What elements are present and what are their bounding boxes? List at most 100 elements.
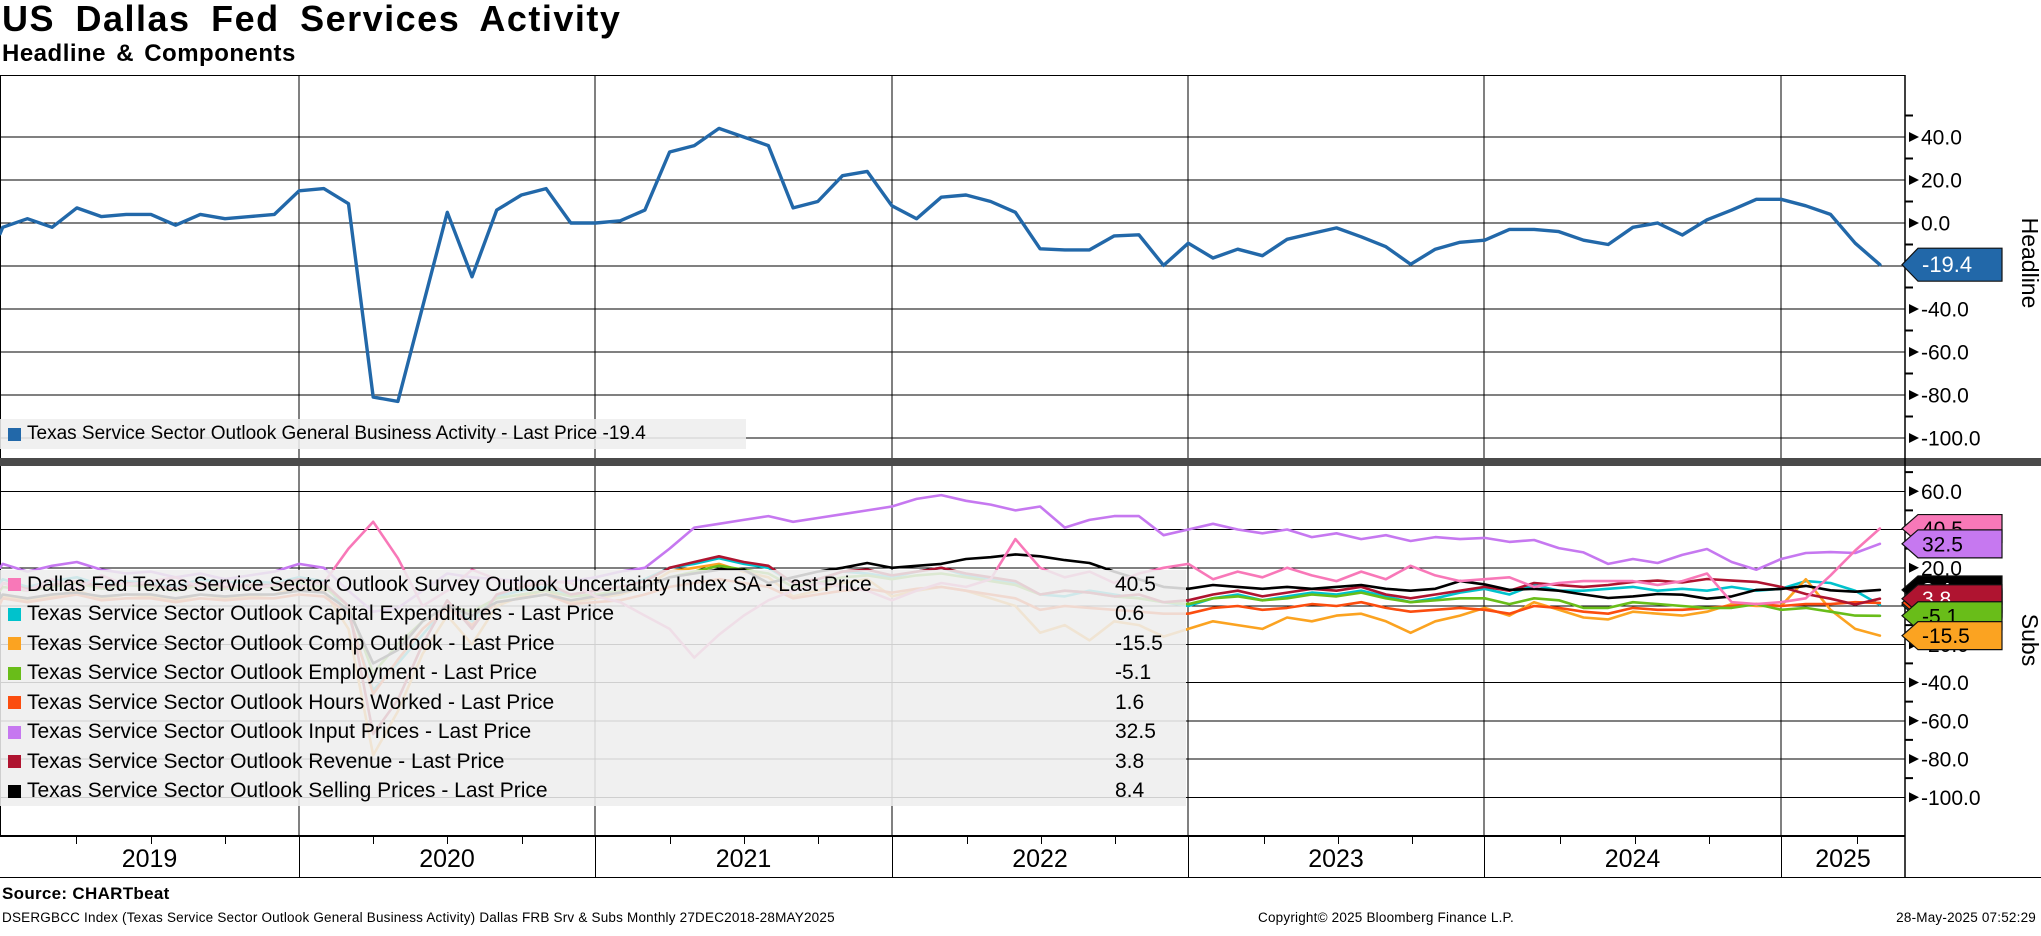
y-tick-label: -40.0	[1921, 672, 1969, 695]
tick-arrow	[1909, 754, 1919, 764]
year-separator	[1484, 836, 1485, 877]
tick-arrow	[1909, 715, 1919, 726]
quarter-tick	[1857, 836, 1858, 844]
legend-row-uncertainty: Dallas Fed Texas Service Sector Outlook …	[0, 570, 1186, 600]
quarter-tick	[522, 836, 523, 844]
tick-arrow	[1909, 792, 1919, 803]
legend-label: Texas Service Sector Outlook Input Price…	[27, 720, 532, 744]
year-separator	[892, 836, 893, 877]
revenue-series-marker	[8, 755, 21, 769]
year-separator	[299, 836, 300, 877]
right-value-axis: 40.020.00.0-20.0-40.0-60.0-80.0-100.060.…	[1901, 75, 2041, 877]
quarter-tick	[373, 836, 374, 844]
y-tick-label: 20.0	[1921, 557, 1962, 580]
legend-row-comp: Texas Service Sector Outlook Comp Outloo…	[0, 629, 1186, 659]
page-subtitle: Headline & Components	[2, 40, 296, 67]
y-tick-label: 60.0	[1921, 481, 1962, 504]
legend-last-price: 3.8	[1115, 749, 1145, 773]
year-separator	[595, 836, 596, 877]
tick-arrow	[1909, 132, 1919, 142]
employment-series-marker	[8, 666, 21, 680]
last-price-badge-text: -15.5	[1922, 625, 1970, 648]
quarter-tick	[1264, 836, 1265, 844]
legend-row-input: Texas Service Sector Outlook Input Price…	[0, 718, 1186, 748]
y-tick-label: 0.0	[1921, 213, 1950, 236]
last-price-badge	[1901, 621, 2003, 651]
quarter-tick	[76, 836, 77, 844]
panel-separator[interactable]	[0, 458, 2041, 466]
legend-label: Texas Service Sector Outlook Comp Outloo…	[27, 631, 555, 655]
legend-last-price: 40.5	[1115, 572, 1156, 596]
security-description: DSERGBCC Index (Texas Service Sector Out…	[2, 910, 835, 925]
year-label: 2025	[1815, 845, 1871, 873]
year-separator	[1188, 836, 1189, 877]
quarter-tick	[1709, 836, 1710, 844]
quarter-tick	[1635, 836, 1636, 844]
timestamp: 28-May-2025 07:52:29	[1896, 910, 2036, 925]
y-tick-label: -80.0	[1921, 385, 1969, 408]
legend-last-price: -15.5	[1115, 631, 1163, 655]
quarter-tick	[1115, 836, 1116, 844]
year-label: 2023	[1308, 845, 1364, 873]
legend-row-revenue: Texas Service Sector Outlook Revenue - L…	[0, 747, 1186, 777]
y-tick-label: -60.0	[1921, 342, 1969, 365]
legend-label: Texas Service Sector Outlook Hours Worke…	[27, 690, 555, 714]
headline-legend-label: Texas Service Sector Outlook General Bus…	[27, 423, 646, 444]
year-label: 2021	[715, 845, 772, 873]
year-label: 2019	[121, 845, 178, 873]
headline-panel-plot[interactable]	[0, 75, 1910, 458]
input-series-marker	[8, 725, 21, 739]
hours-series-marker	[8, 696, 21, 710]
panel-axis-title: Subs	[2017, 614, 2041, 666]
quarter-tick	[225, 836, 226, 844]
quarter-tick	[967, 836, 968, 844]
last-price-badge	[1901, 529, 2003, 559]
tick-arrow	[1909, 175, 1919, 185]
tick-arrow	[1909, 562, 1919, 573]
uncertainty-series-marker	[8, 578, 21, 592]
last-price-badge-text: -19.4	[1922, 252, 1972, 277]
tick-arrow	[1909, 486, 1919, 497]
tick-arrow	[1909, 218, 1919, 228]
capex-series-marker	[8, 607, 21, 621]
legend-label: Texas Service Sector Outlook Capital Exp…	[27, 602, 615, 626]
quarter-tick	[670, 836, 671, 844]
year-label: 2024	[1604, 845, 1661, 873]
year-separator	[1781, 836, 1782, 877]
legend-last-price: 1.6	[1115, 690, 1145, 714]
quarter-tick	[1041, 836, 1042, 844]
selling-series-marker	[8, 784, 21, 798]
y-tick-label: 40.0	[1921, 127, 1962, 150]
series-line-texas-service-sector-outlook-general-business-activity	[0, 126, 1882, 404]
quarter-tick	[1338, 836, 1339, 844]
copyright-notice: Copyright© 2025 Bloomberg Finance L.P.	[1258, 910, 1514, 925]
quarter-tick	[1560, 836, 1561, 844]
y-tick-label: -80.0	[1921, 749, 1969, 772]
legend-label: Texas Service Sector Outlook Selling Pri…	[27, 779, 548, 803]
legend-last-price: 32.5	[1115, 720, 1156, 744]
quarter-tick	[151, 836, 152, 844]
subs-legend: Dallas Fed Texas Service Sector Outlook …	[0, 570, 1186, 806]
quarter-tick	[744, 836, 745, 844]
quarter-tick	[1412, 836, 1413, 844]
footer-divider	[0, 877, 2041, 878]
x-axis-line	[0, 836, 1905, 837]
legend-label: Dallas Fed Texas Service Sector Outlook …	[27, 572, 872, 596]
series-line-input-prices	[0, 493, 1882, 613]
tick-arrow	[1909, 390, 1919, 400]
headline-series-marker	[8, 427, 21, 441]
y-tick-label: -60.0	[1921, 710, 1969, 733]
y-tick-label: 20.0	[1921, 170, 1962, 193]
tick-arrow	[1909, 433, 1919, 443]
tick-arrow	[1909, 347, 1919, 357]
y-tick-label: -100.0	[1921, 428, 1981, 451]
headline-legend: Texas Service Sector Outlook General Bus…	[0, 419, 746, 449]
panel-axis-title: Headline	[2017, 218, 2041, 309]
tick-arrow	[1909, 677, 1919, 688]
legend-row-selling: Texas Service Sector Outlook Selling Pri…	[0, 777, 1186, 807]
year-label: 2020	[419, 845, 475, 873]
y-tick-label: -40.0	[1921, 299, 1969, 322]
legend-label: Texas Service Sector Outlook Revenue - L…	[27, 749, 505, 773]
tick-arrow	[1909, 304, 1919, 314]
